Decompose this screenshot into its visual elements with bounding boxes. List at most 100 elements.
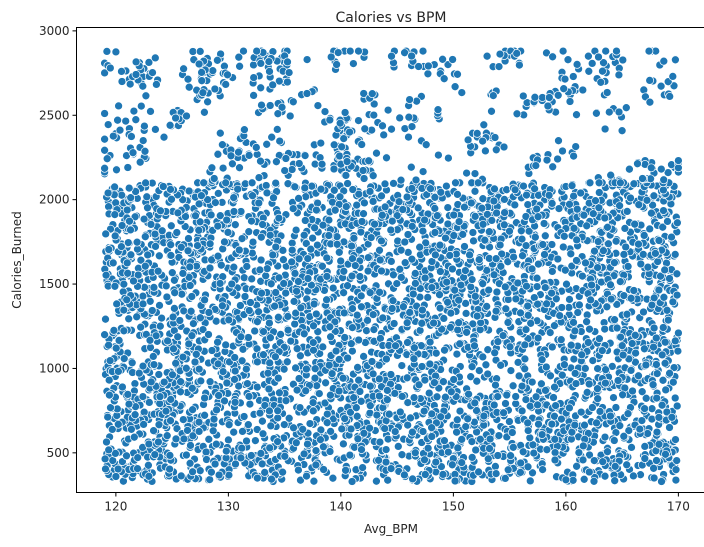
data-point xyxy=(389,179,398,188)
data-point xyxy=(547,267,557,276)
data-point xyxy=(404,132,413,142)
data-point xyxy=(609,393,618,402)
data-point xyxy=(390,389,400,398)
data-point xyxy=(473,178,483,188)
data-point xyxy=(601,378,610,388)
data-point xyxy=(313,240,322,250)
data-point xyxy=(237,356,247,366)
data-point xyxy=(205,263,215,273)
data-point xyxy=(506,366,516,375)
data-point xyxy=(446,323,455,332)
data-point xyxy=(161,281,171,291)
data-point xyxy=(491,254,501,264)
data-point xyxy=(166,240,176,250)
data-point xyxy=(244,227,254,237)
data-point xyxy=(565,97,575,106)
data-point xyxy=(266,333,275,343)
data-point xyxy=(265,67,274,76)
data-point xyxy=(156,206,165,216)
data-point xyxy=(380,202,390,212)
data-point xyxy=(290,269,300,278)
data-point xyxy=(320,107,330,116)
data-point xyxy=(354,375,364,385)
data-point xyxy=(287,245,297,255)
data-point xyxy=(569,223,579,233)
data-point xyxy=(119,279,129,289)
data-point xyxy=(372,148,381,158)
data-point xyxy=(138,291,148,301)
data-point xyxy=(327,369,337,379)
data-point xyxy=(582,317,591,327)
data-point xyxy=(179,64,188,74)
data-point xyxy=(403,398,413,407)
data-point xyxy=(441,233,450,243)
data-point xyxy=(267,132,277,142)
data-point xyxy=(387,216,397,226)
data-point xyxy=(667,412,677,422)
data-point xyxy=(505,226,514,236)
data-point xyxy=(640,404,649,413)
data-point xyxy=(129,276,138,286)
data-point xyxy=(457,458,467,467)
data-point xyxy=(469,236,478,246)
data-point xyxy=(425,359,435,369)
data-point xyxy=(477,203,487,213)
data-point xyxy=(462,327,471,337)
data-point xyxy=(618,55,628,65)
data-point xyxy=(305,419,315,428)
data-point xyxy=(588,209,598,219)
data-point xyxy=(299,329,309,339)
data-point xyxy=(110,210,120,219)
data-point xyxy=(117,190,127,200)
data-point xyxy=(548,162,558,172)
data-point xyxy=(210,84,220,94)
data-point xyxy=(594,188,604,197)
data-point xyxy=(108,258,118,268)
data-point xyxy=(303,274,313,283)
data-point xyxy=(671,435,680,444)
data-point xyxy=(335,192,345,202)
data-point xyxy=(149,360,159,369)
data-point xyxy=(606,294,616,304)
data-point xyxy=(407,221,417,231)
data-point xyxy=(582,388,592,397)
data-point xyxy=(375,391,384,401)
data-point xyxy=(602,88,612,97)
data-point xyxy=(571,379,581,388)
data-point xyxy=(395,407,405,417)
data-point xyxy=(209,174,219,183)
data-point xyxy=(435,290,444,300)
data-point xyxy=(326,427,335,436)
data-point xyxy=(593,364,602,373)
data-point xyxy=(368,171,378,181)
data-point xyxy=(131,115,141,125)
data-point xyxy=(626,293,636,303)
data-point xyxy=(294,465,303,475)
data-point xyxy=(271,178,281,188)
data-point xyxy=(475,434,485,444)
data-point xyxy=(454,295,464,305)
data-point xyxy=(178,352,188,362)
data-point xyxy=(274,312,283,322)
data-point xyxy=(300,183,310,193)
data-point xyxy=(640,344,649,354)
data-point xyxy=(418,167,428,176)
data-point xyxy=(329,164,339,174)
data-point xyxy=(337,424,347,434)
data-point xyxy=(178,269,188,278)
data-point xyxy=(123,268,133,278)
data-point xyxy=(531,161,541,170)
data-point xyxy=(540,250,549,259)
data-point xyxy=(310,373,320,383)
data-point xyxy=(194,225,204,235)
data-point xyxy=(630,330,640,340)
data-point xyxy=(548,52,557,62)
data-point xyxy=(236,453,246,463)
data-point xyxy=(594,178,604,188)
data-point xyxy=(377,210,387,220)
data-point xyxy=(542,299,551,309)
data-point xyxy=(365,381,375,391)
data-point xyxy=(491,306,501,316)
data-point xyxy=(377,191,386,201)
data-point xyxy=(263,368,273,378)
